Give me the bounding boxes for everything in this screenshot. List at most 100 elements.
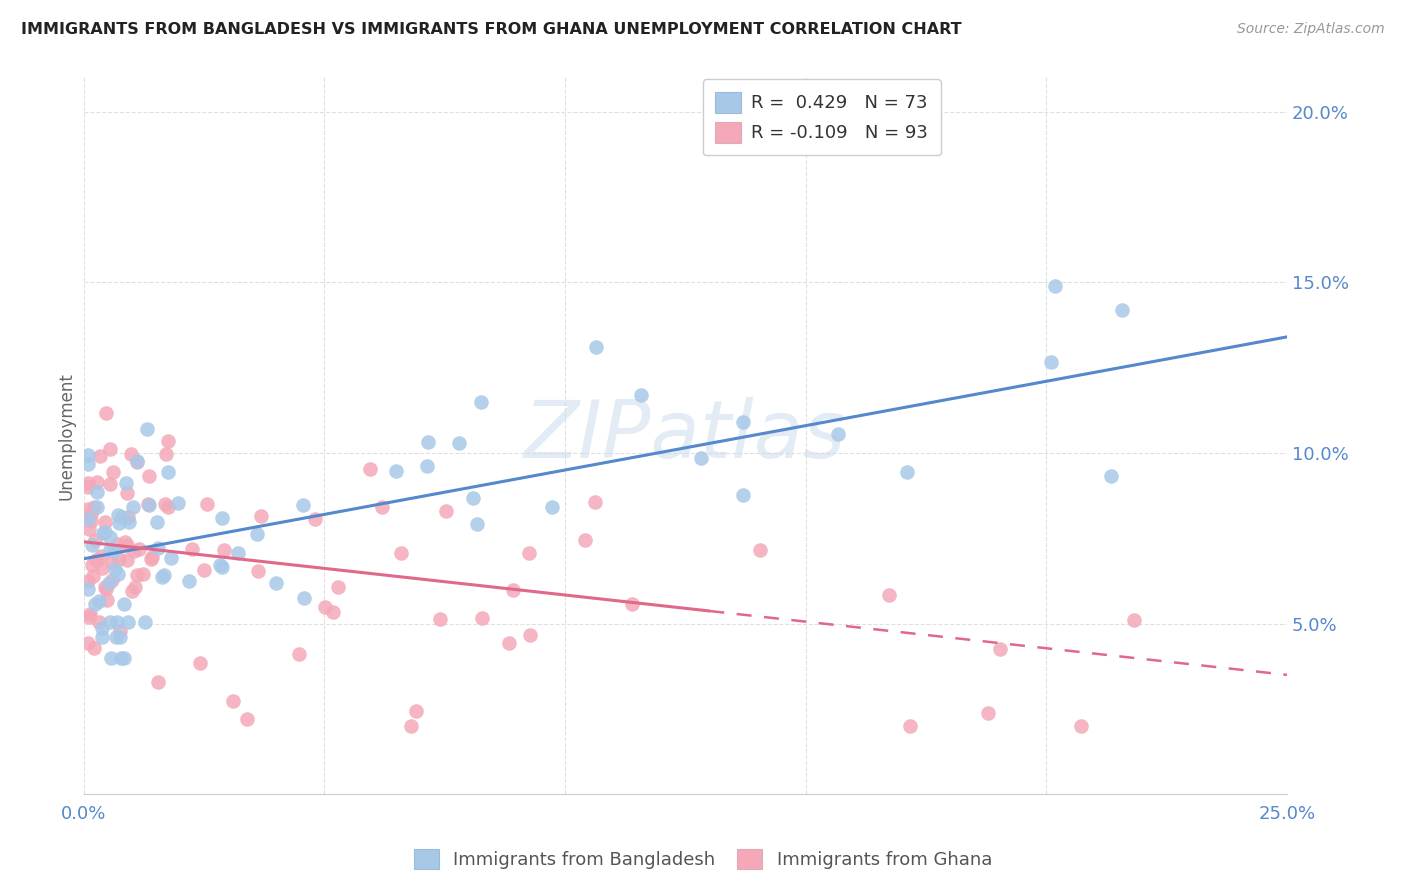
- Point: [132, 567, 155, 582]
- Point: [188, 656, 211, 670]
- Point: [115, 553, 138, 567]
- Point: [82, 569, 104, 583]
- Point: [574, 533, 596, 547]
- Point: [193, 563, 215, 577]
- Point: [620, 597, 643, 611]
- Point: [86, 500, 108, 515]
- Point: [90, 549, 112, 564]
- Point: [112, 597, 135, 611]
- Point: [328, 580, 350, 594]
- Point: [583, 494, 606, 508]
- Point: [105, 537, 128, 551]
- Point: [80, 538, 103, 552]
- Point: [827, 427, 849, 442]
- Text: Source: ZipAtlas.com: Source: ZipAtlas.com: [1237, 22, 1385, 37]
- Point: [416, 458, 439, 473]
- Point: [517, 546, 540, 560]
- Point: [77, 448, 100, 462]
- Point: [91, 526, 114, 541]
- Point: [498, 636, 520, 650]
- Point: [93, 580, 115, 594]
- Point: [98, 476, 121, 491]
- Point: [94, 515, 117, 529]
- Point: [134, 615, 156, 629]
- Point: [748, 542, 770, 557]
- Point: [155, 496, 177, 510]
- Point: [124, 580, 146, 594]
- Point: [155, 447, 177, 461]
- Point: [177, 574, 200, 588]
- Point: [146, 675, 169, 690]
- Point: [139, 551, 162, 566]
- Point: [246, 527, 269, 541]
- Point: [214, 543, 236, 558]
- Point: [128, 542, 150, 557]
- Point: [1070, 719, 1092, 733]
- Point: [160, 551, 183, 566]
- Point: [86, 553, 108, 567]
- Point: [209, 558, 232, 573]
- Point: [77, 610, 100, 624]
- Point: [83, 641, 105, 656]
- Point: [91, 621, 114, 635]
- Point: [77, 476, 100, 491]
- Point: [127, 567, 149, 582]
- Legend: R =  0.429   N = 73, R = -0.109   N = 93: R = 0.429 N = 73, R = -0.109 N = 93: [703, 79, 941, 155]
- Point: [98, 442, 121, 456]
- Point: [322, 605, 344, 619]
- Point: [399, 719, 422, 733]
- Point: [879, 588, 901, 602]
- Point: [292, 591, 315, 605]
- Point: [465, 516, 488, 531]
- Point: [416, 435, 439, 450]
- Point: [117, 615, 139, 629]
- Point: [630, 388, 652, 402]
- Point: [112, 650, 135, 665]
- Text: IMMIGRANTS FROM BANGLADESH VS IMMIGRANTS FROM GHANA UNEMPLOYMENT CORRELATION CHA: IMMIGRANTS FROM BANGLADESH VS IMMIGRANTS…: [21, 22, 962, 37]
- Point: [84, 598, 107, 612]
- Point: [110, 650, 132, 665]
- Point: [195, 497, 218, 511]
- Point: [266, 576, 288, 591]
- Point: [157, 500, 180, 514]
- Point: [733, 416, 755, 430]
- Point: [84, 552, 107, 566]
- Point: [100, 615, 122, 629]
- Point: [122, 544, 145, 558]
- Point: [166, 496, 188, 510]
- Point: [108, 631, 131, 645]
- Y-axis label: Unemployment: Unemployment: [58, 372, 75, 500]
- Point: [98, 543, 121, 558]
- Point: [114, 534, 136, 549]
- Point: [236, 712, 259, 726]
- Point: [103, 544, 125, 558]
- Point: [146, 541, 169, 555]
- Point: [77, 502, 100, 516]
- Point: [226, 546, 249, 560]
- Point: [94, 407, 117, 421]
- Point: [689, 451, 711, 466]
- Point: [470, 395, 492, 409]
- Point: [115, 485, 138, 500]
- Point: [77, 480, 100, 494]
- Point: [87, 594, 110, 608]
- Point: [138, 468, 160, 483]
- Point: [80, 508, 103, 522]
- Point: [80, 514, 103, 528]
- Point: [157, 434, 180, 449]
- Point: [80, 558, 103, 573]
- Point: [79, 607, 101, 622]
- Point: [1111, 303, 1133, 318]
- Point: [1039, 355, 1062, 369]
- Text: ZIPatlas: ZIPatlas: [524, 397, 846, 475]
- Point: [385, 464, 408, 478]
- Point: [1123, 613, 1146, 627]
- Point: [222, 694, 245, 708]
- Point: [125, 454, 148, 468]
- Point: [89, 449, 111, 463]
- Point: [429, 612, 451, 626]
- Point: [107, 566, 129, 581]
- Point: [77, 636, 100, 650]
- Point: [83, 500, 105, 515]
- Point: [90, 560, 112, 574]
